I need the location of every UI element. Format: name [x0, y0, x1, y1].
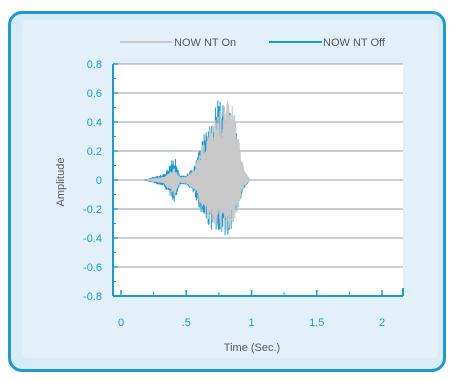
y-tick-label: -0.6	[83, 262, 102, 274]
y-tick-label: 0.8	[87, 59, 102, 71]
y-tick-label: 0	[96, 175, 102, 187]
x-tick-label: 2	[379, 317, 385, 329]
x-tick-label: .5	[182, 317, 191, 329]
x-tick-label: 0	[118, 317, 124, 329]
x-tick-label: 1.5	[309, 317, 324, 329]
y-tick-label: 0.6	[87, 88, 102, 100]
legend: NOW NT On NOW NT Off	[120, 37, 386, 49]
y-tick-label: 0.4	[87, 117, 102, 129]
series-layer	[144, 100, 250, 236]
legend-label-on: NOW NT On	[174, 37, 236, 49]
y-axis-title: Amplitude	[55, 158, 67, 207]
y-tick-label: 0.2	[87, 146, 102, 158]
axis-layer: 0.8 0.6 0.4 0.2 0 -0.2 -0.4 -0.6 -0.8 0 .5 1 1.5 2	[83, 59, 404, 329]
legend-label-off: NOW NT Off	[323, 37, 386, 49]
y-tick-label: -0.4	[83, 233, 102, 245]
y-tick-label: -0.8	[83, 291, 102, 303]
x-axis-title: Time (Sec.)	[224, 342, 280, 354]
x-tick-label: 1	[248, 317, 254, 329]
series-line	[145, 101, 250, 232]
y-tick-label: -0.2	[83, 204, 102, 216]
